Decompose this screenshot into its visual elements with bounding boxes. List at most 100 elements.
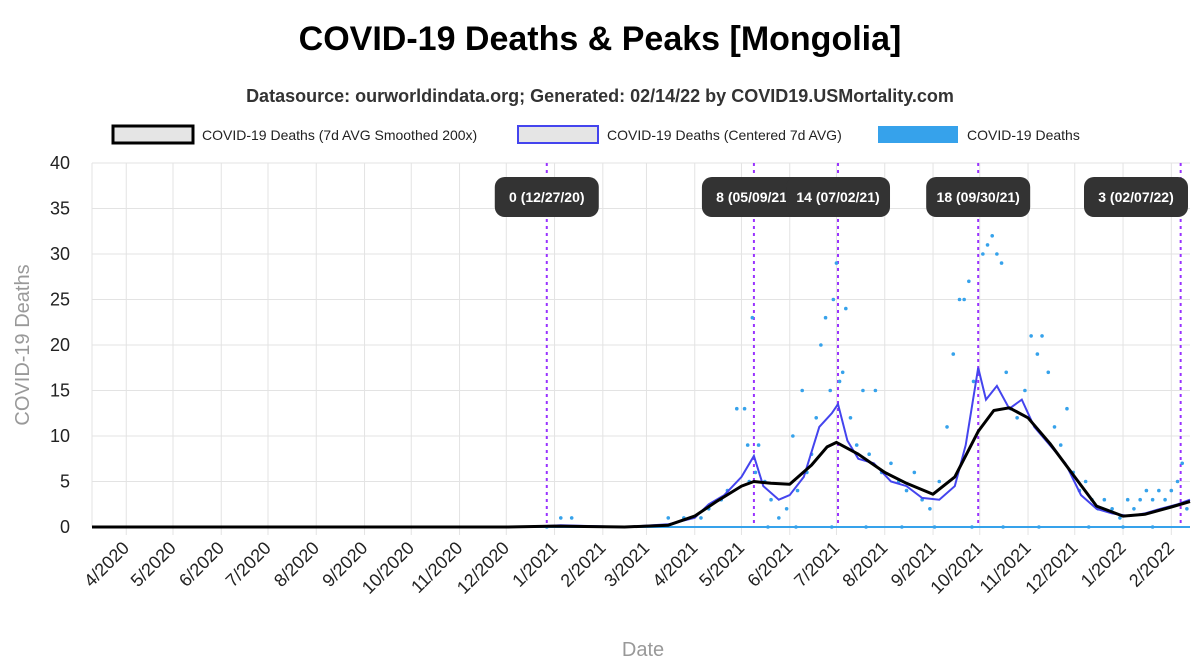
peak-label-box <box>494 177 599 217</box>
x-tick-label: 10/2021 <box>926 538 986 598</box>
peak-label: 8 (05/09/21) <box>716 189 792 205</box>
death-point <box>699 516 703 520</box>
x-tick-label: 12/2020 <box>453 538 513 598</box>
death-point <box>1118 516 1122 520</box>
death-point <box>1004 370 1009 375</box>
death-point <box>1138 497 1142 502</box>
x-tick-label: 6/2020 <box>175 538 228 591</box>
death-point <box>823 315 828 320</box>
death-point <box>912 470 917 475</box>
y-tick-label: 25 <box>50 290 70 310</box>
x-tick-label: 7/2021 <box>790 538 843 591</box>
y-tick-label: 10 <box>50 426 70 446</box>
death-point <box>971 379 976 384</box>
death-point <box>1125 497 1130 502</box>
grid <box>91 162 1190 535</box>
death-point <box>981 252 985 256</box>
death-point <box>1035 352 1040 356</box>
y-axis-title: COVID-19 Deaths <box>12 264 34 425</box>
death-point <box>962 297 966 302</box>
x-tick-label: 1/2022 <box>1077 538 1130 591</box>
death-point <box>769 497 773 502</box>
death-point <box>848 416 853 420</box>
series-lines <box>92 367 1191 529</box>
y-axis-ticks: 0 5 10 15 20 25 30 35 40 <box>50 153 70 537</box>
death-point <box>1052 425 1057 429</box>
death-point <box>834 261 839 265</box>
y-tick-label: 20 <box>50 335 70 355</box>
death-point <box>791 434 795 438</box>
death-point <box>867 452 871 457</box>
legend-swatch-centered <box>517 125 599 144</box>
chart-subtitle: Datasource: ourworldindata.org; Generate… <box>246 86 954 106</box>
death-point <box>1058 443 1063 447</box>
x-tick-label: 3/2021 <box>600 538 653 591</box>
death-point <box>795 488 800 493</box>
death-point <box>837 379 842 384</box>
y-tick-label: 40 <box>50 153 70 173</box>
peak-label: 18 (09/30/21) <box>937 189 1020 205</box>
death-point <box>1169 488 1174 493</box>
y-tick-label: 0 <box>60 517 70 537</box>
death-point <box>945 425 949 429</box>
deaths-points <box>92 179 1190 529</box>
x-tick-label: 2/2021 <box>557 538 610 591</box>
death-point <box>745 443 750 447</box>
death-point <box>1150 497 1155 502</box>
peak-label-box <box>926 177 1031 217</box>
x-tick-label: 8/2020 <box>270 538 323 591</box>
x-tick-label: 4/2021 <box>648 538 701 591</box>
legend-swatch-deaths <box>878 126 958 143</box>
death-point <box>957 297 962 302</box>
death-point <box>800 388 804 393</box>
peak-label: 0 (12/27/20) <box>509 189 585 205</box>
death-point <box>756 443 761 447</box>
death-point <box>1132 507 1136 511</box>
death-point <box>569 516 574 520</box>
death-point <box>753 470 758 475</box>
peak-labels: 0 (12/27/20) 8 (05/09/21) 14 (07/02/21) 18 … <box>494 177 1188 217</box>
legend-label-centered: COVID-19 Deaths (Centered 7d AVG) <box>607 127 842 143</box>
death-point <box>999 261 1004 265</box>
death-point <box>828 388 833 393</box>
death-point <box>750 315 755 320</box>
chart-title: COVID-19 Deaths & Peaks [Mongolia] <box>298 20 902 58</box>
death-point <box>1029 334 1033 338</box>
smoothed-avg-line <box>92 406 1191 529</box>
death-point <box>777 516 781 520</box>
legend: COVID-19 Deaths (7d AVG Smoothed 200x) C… <box>111 124 1080 145</box>
death-point <box>985 243 990 247</box>
death-point <box>784 507 789 511</box>
x-tick-label: 12/2021 <box>1021 538 1081 598</box>
legend-label-deaths: COVID-19 Deaths <box>967 127 1080 143</box>
x-tick-label: 10/2020 <box>358 538 418 598</box>
x-tick-label: 6/2021 <box>743 538 796 591</box>
x-tick-label: 1/2021 <box>508 538 561 591</box>
x-tick-label: 5/2020 <box>127 538 180 591</box>
death-point <box>1102 497 1107 502</box>
death-point <box>1180 461 1185 466</box>
death-point <box>937 479 942 484</box>
peak-lines <box>545 163 1182 527</box>
death-point <box>840 370 845 375</box>
death-point <box>861 388 865 393</box>
y-tick-label: 5 <box>60 472 70 492</box>
death-point <box>1040 334 1044 338</box>
death-point <box>995 252 999 256</box>
death-point <box>1015 416 1019 420</box>
death-point <box>1185 507 1189 511</box>
peak-label-box <box>701 177 806 217</box>
death-point <box>889 461 893 466</box>
death-point <box>1157 488 1161 493</box>
death-point <box>967 279 971 284</box>
death-point <box>1046 370 1051 375</box>
x-tick-label: 5/2021 <box>695 538 748 591</box>
death-point <box>734 406 739 411</box>
death-point <box>1175 479 1180 484</box>
x-tick-label: 4/2020 <box>80 538 133 591</box>
death-point <box>1023 388 1027 393</box>
death-point <box>904 488 909 493</box>
x-axis-title: Date <box>622 639 664 661</box>
death-point <box>844 306 848 311</box>
